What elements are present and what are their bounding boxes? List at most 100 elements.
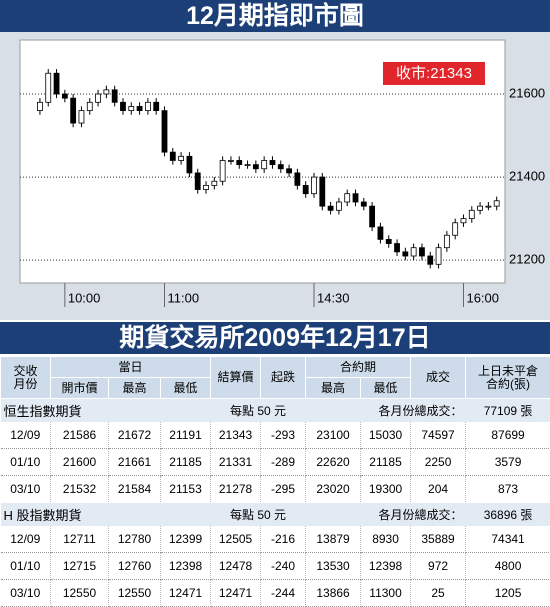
table-cell: 21672 [108,422,161,449]
table-cell: 3579 [465,448,550,476]
candle-body [61,93,68,99]
table-cell: 01/10 [0,448,51,476]
header-cell: 上日未平倉 合約(張) [465,356,550,399]
section-total: 77109 張 [465,398,550,422]
table-cell: 873 [465,475,550,503]
candle-body [344,193,351,203]
chart-title: 12月期指即市圖 [0,0,550,32]
candle-body [211,180,218,186]
table-cell: 8930 [360,526,412,553]
table-cell: 35889 [410,526,467,553]
table-cell: 74341 [465,526,550,553]
table-cell: 12711 [50,526,109,553]
candle-body [37,101,43,112]
candle-body [269,160,276,166]
table-cell: 01/10 [0,552,51,580]
header-cell: 交收 月份 [0,356,51,399]
table-cell: 03/10 [0,475,51,503]
table-cell: 23020 [305,475,362,503]
candle-body [286,168,292,174]
table-cell: 12550 [50,579,109,607]
table-cell: 1205 [465,579,550,607]
table-cell: 12398 [360,552,412,580]
candle-body [128,106,135,112]
table-cell: 21331 [210,448,262,476]
candle-body [319,176,326,207]
table-cell: -293 [260,422,307,449]
candle-body [120,101,126,112]
candle-body [186,155,193,174]
candle-body [327,205,334,211]
candle-body [219,160,226,182]
candle-body [402,251,409,257]
candle-body [468,209,475,220]
candle-body [311,176,317,195]
header-cell: 合約期 [305,356,412,378]
section-name: H 股指數期貨 [0,502,211,526]
candle-body [45,72,52,103]
header-cell: 最高 [305,377,362,399]
x-tick-label: 14:30 [317,290,350,305]
table-cell: -240 [260,552,307,580]
chart: 21200 21400 21600 10:00 11:00 14:30 16:00 收市:21… [0,32,550,320]
header-cell: 最高 [108,377,161,399]
x-tick-label: 16:00 [466,290,499,305]
table-cell: 12478 [210,552,262,580]
table-cell: 972 [410,552,467,580]
table-cell: 21600 [50,448,109,476]
candle-body [435,247,442,265]
section-total-label: 各月份總成交： [305,502,466,526]
candle-body [244,164,251,167]
table-cell: 21532 [50,475,109,503]
table-cell: 13879 [305,526,362,553]
table-cell: 19300 [360,475,412,503]
candle-body [228,160,234,162]
table-cell: 12398 [160,552,212,580]
table-cell: 13530 [305,552,362,580]
section-total-label: 各月份總成交： [305,398,466,422]
table-cell: 12715 [50,552,109,580]
table-title: 期貨交易所2009年12月17日 [0,322,550,354]
candle-body [236,160,243,166]
candle-body [369,205,376,228]
candle-body [360,201,367,207]
table-cell: 22620 [305,448,362,476]
header-cell: 最低 [360,377,412,399]
table-cell: 11300 [360,579,412,607]
table-cell: 204 [410,475,467,503]
table-cell: 21185 [360,448,412,476]
candle-body [53,72,60,95]
table-cell: 21661 [108,448,161,476]
futures-table: 交收 月份 當日 結算價 起跌 合約期 成交 上日未平倉 合約(張) 開市價 最高 最低 最高 最低恒… [0,356,550,607]
header-cell: 開市價 [50,377,109,399]
table-cell: 12399 [160,526,212,553]
candle-body [169,151,176,161]
candle-body [352,193,359,203]
close-label: 收市:21343 [396,65,472,82]
y-tick-label: 21600 [509,85,545,100]
table-cell: 12550 [108,579,161,607]
candle-body [302,184,309,195]
candle-body [178,155,185,161]
candle-body [336,201,342,211]
x-tick-label: 11:00 [168,290,200,305]
y-tick-label: 21200 [509,252,545,267]
candle-body [103,89,110,95]
table-cell: 21584 [108,475,161,503]
candle-body [485,205,492,208]
table-cell: 21343 [210,422,262,449]
table-cell: 87699 [465,422,550,449]
candle-body [493,200,500,207]
candle-body [136,106,143,112]
table-cell: -244 [260,579,307,607]
candle-body [153,101,160,112]
table-cell: 21191 [160,422,212,449]
candle-body [261,160,268,170]
header-cell: 當日 [49,356,212,378]
table-cell: 4800 [465,552,550,580]
candle-body [95,93,101,103]
candle-body [385,238,392,244]
table-cell: 74597 [410,422,467,449]
header-cell: 最低 [159,377,212,399]
candle-body [203,184,209,190]
